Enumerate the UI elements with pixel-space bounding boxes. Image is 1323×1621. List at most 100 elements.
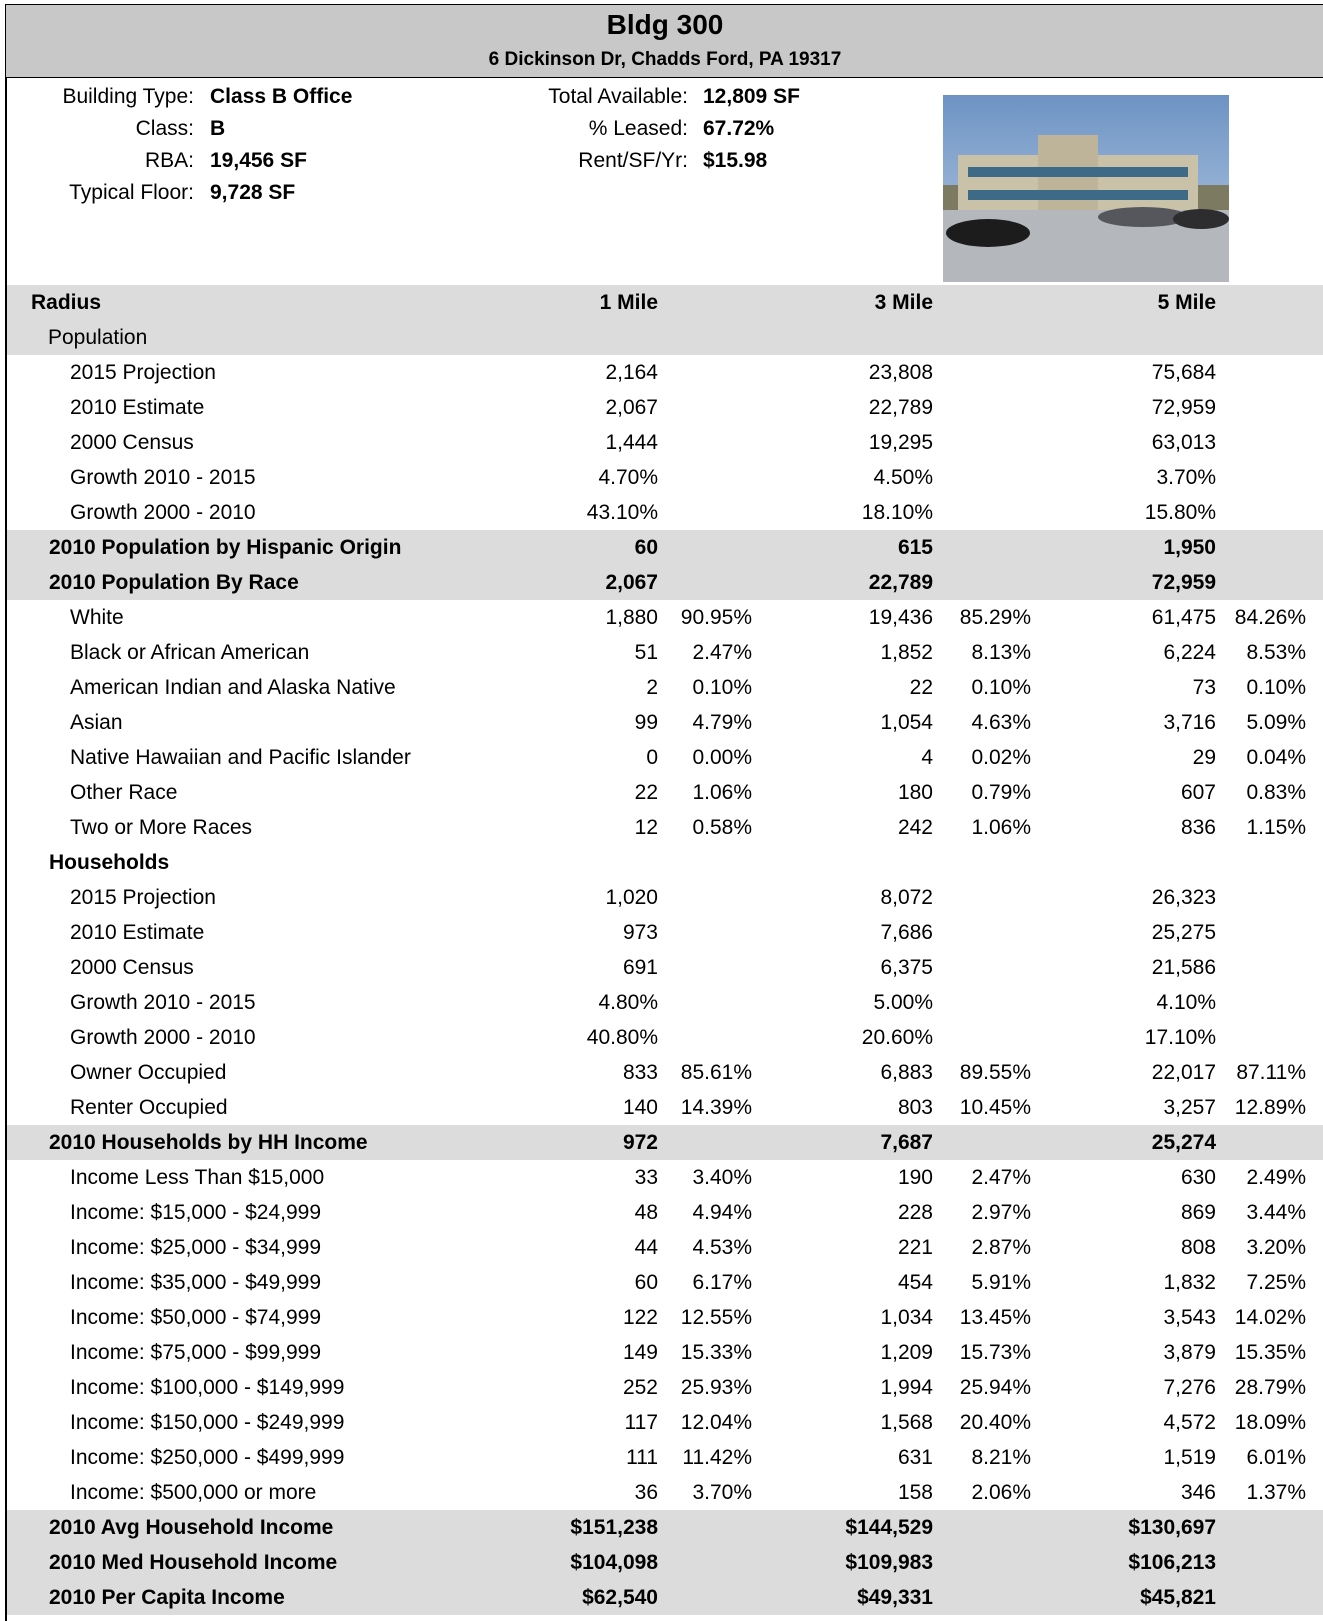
- count-value: 63,013: [1152, 431, 1216, 455]
- percent-value: 2.47%: [971, 1166, 1031, 1190]
- percent-value: 12.04%: [681, 1411, 752, 1435]
- count-value: 149: [623, 1341, 658, 1365]
- info-value: 9,728 SF: [210, 181, 295, 205]
- percent-value: 1.15%: [1246, 816, 1306, 840]
- percent-value: 0.02%: [971, 746, 1031, 770]
- count-value: 12: [635, 816, 658, 840]
- info-value: 12,809 SF: [703, 85, 800, 109]
- group-value: $104,098: [570, 1551, 658, 1575]
- percent-value: 87.11%: [1236, 1061, 1306, 1085]
- percent-value: 3.40%: [692, 1166, 752, 1190]
- count-value: 140: [623, 1096, 658, 1120]
- row-label: Income: $250,000 - $499,999: [70, 1446, 344, 1470]
- row-label: Renter Occupied: [70, 1096, 228, 1120]
- info-value: $15.98: [703, 149, 767, 173]
- percent-value: 4.63%: [971, 711, 1031, 735]
- row-label: Native Hawaiian and Pacific Islander: [70, 746, 411, 770]
- row-label: Black or African American: [70, 641, 309, 665]
- percent-value: 11.42%: [682, 1446, 752, 1470]
- count-value: 3,257: [1163, 1096, 1216, 1120]
- group-label: Households: [49, 851, 169, 875]
- count-value: 48: [635, 1201, 658, 1225]
- percent-value: 6.01%: [1246, 1446, 1306, 1470]
- data-row: 2015 Projection2,16423,80875,684: [7, 355, 1323, 390]
- percent-value: 1.06%: [692, 781, 752, 805]
- group-row: 2010 Per Capita Income$62,540$49,331$45,…: [7, 1580, 1323, 1615]
- group-label: Population: [48, 326, 147, 350]
- count-value: 72,959: [1152, 396, 1216, 420]
- count-value: 3.70%: [1156, 466, 1216, 490]
- count-value: 7,686: [880, 921, 933, 945]
- group-value: 7,687: [880, 1131, 933, 1155]
- count-value: 228: [898, 1201, 933, 1225]
- count-value: 4: [921, 746, 933, 770]
- percent-value: 28.79%: [1235, 1376, 1306, 1400]
- count-value: 111: [626, 1446, 658, 1470]
- row-label: 2010 Estimate: [70, 396, 204, 420]
- count-value: 180: [898, 781, 933, 805]
- count-value: 44: [635, 1236, 658, 1260]
- info-label: RBA:: [145, 149, 194, 173]
- row-label: Income Less Than $15,000: [70, 1166, 324, 1190]
- percent-value: 6.17%: [692, 1271, 752, 1295]
- percent-value: 0.04%: [1246, 746, 1306, 770]
- row-label: Two or More Races: [70, 816, 252, 840]
- group-value: $130,697: [1128, 1516, 1216, 1540]
- percent-value: 25.93%: [681, 1376, 752, 1400]
- info-label: Class:: [136, 117, 194, 141]
- percent-value: 90.95%: [681, 606, 752, 630]
- data-row: Other Race221.06%1800.79%6070.83%: [7, 775, 1323, 810]
- count-value: 51: [635, 641, 658, 665]
- count-value: 1,034: [880, 1306, 933, 1330]
- percent-value: 25.94%: [960, 1376, 1031, 1400]
- percent-value: 4.94%: [692, 1201, 752, 1225]
- info-label: Total Available:: [548, 85, 688, 109]
- column-header: 5 Mile: [1158, 291, 1216, 315]
- group-value: $45,821: [1140, 1586, 1216, 1610]
- percent-value: 0.10%: [692, 676, 752, 700]
- percent-value: 8.13%: [971, 641, 1031, 665]
- percent-value: 14.02%: [1235, 1306, 1306, 1330]
- group-value: $49,331: [857, 1586, 933, 1610]
- count-value: 4.80%: [598, 991, 658, 1015]
- row-label: 2000 Census: [70, 431, 194, 455]
- group-label: 2010 Avg Household Income: [49, 1516, 333, 1540]
- count-value: 36: [635, 1481, 658, 1505]
- count-value: 75,684: [1152, 361, 1216, 385]
- row-label: Growth 2000 - 2010: [70, 1026, 256, 1050]
- percent-value: 0.58%: [692, 816, 752, 840]
- group-value: 1,950: [1163, 536, 1216, 560]
- row-label: Growth 2010 - 2015: [70, 991, 256, 1015]
- count-value: 4.50%: [873, 466, 933, 490]
- percent-value: 8.53%: [1246, 641, 1306, 665]
- count-value: 43.10%: [587, 501, 658, 525]
- count-value: 4,572: [1163, 1411, 1216, 1435]
- percent-value: 0.00%: [692, 746, 752, 770]
- group-row: 2010 Population by Hispanic Origin606151…: [7, 530, 1323, 565]
- data-row: Income: $35,000 - $49,999606.17%4545.91%…: [7, 1265, 1323, 1300]
- info-label: Building Type:: [62, 85, 194, 109]
- percent-value: 15.73%: [960, 1341, 1031, 1365]
- count-value: 21,586: [1152, 956, 1216, 980]
- percent-value: 20.40%: [960, 1411, 1031, 1435]
- count-value: 1,020: [605, 886, 658, 910]
- percent-value: 12.89%: [1235, 1096, 1306, 1120]
- row-label: Income: $75,000 - $99,999: [70, 1341, 321, 1365]
- group-value: 22,789: [869, 571, 933, 595]
- percent-value: 14.39%: [681, 1096, 752, 1120]
- address: 6 Dickinson Dr, Chadds Ford, PA 19317: [6, 49, 1323, 71]
- percent-value: 3.20%: [1246, 1236, 1306, 1260]
- group-row: Population: [7, 320, 1323, 355]
- row-label: Income: $100,000 - $149,999: [70, 1376, 344, 1400]
- count-value: 22,789: [869, 396, 933, 420]
- row-label: Growth 2000 - 2010: [70, 501, 256, 525]
- group-value: 972: [623, 1131, 658, 1155]
- row-label: 2015 Projection: [70, 886, 216, 910]
- row-label: Income: $150,000 - $249,999: [70, 1411, 344, 1435]
